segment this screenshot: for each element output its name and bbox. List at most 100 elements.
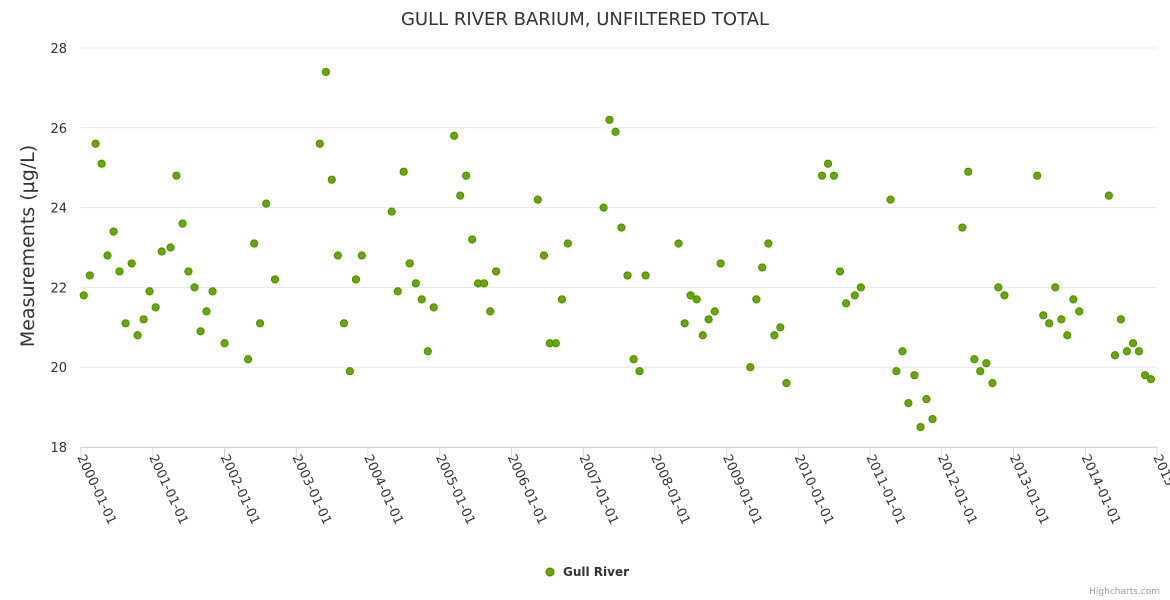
data-point[interactable] [1039,311,1048,320]
data-point[interactable] [752,295,761,304]
data-point[interactable] [166,243,175,252]
data-point[interactable] [184,267,193,276]
data-point[interactable] [557,295,567,304]
data-point[interactable] [190,283,199,292]
data-point[interactable] [262,199,271,208]
data-point[interactable] [462,171,471,180]
data-point[interactable] [994,283,1003,292]
data-point[interactable] [109,227,118,236]
data-point[interactable] [133,331,142,340]
data-point[interactable] [823,159,833,168]
data-point[interactable] [480,279,489,288]
data-point[interactable] [357,251,366,260]
data-point[interactable] [641,271,650,280]
data-point[interactable] [97,159,106,168]
data-point[interactable] [456,191,465,200]
data-point[interactable] [327,175,336,184]
data-point[interactable] [1116,315,1125,324]
data-point[interactable] [1051,283,1060,292]
data-point[interactable] [988,379,997,388]
data-point[interactable] [710,307,719,316]
data-point[interactable] [922,395,931,404]
data-point[interactable] [829,171,839,180]
data-point[interactable] [1104,191,1113,200]
data-point[interactable] [898,347,907,356]
data-point[interactable] [1075,307,1084,316]
data-point[interactable] [492,267,501,276]
data-point[interactable] [850,291,859,300]
data-point[interactable] [674,239,683,248]
data-point[interactable] [964,167,973,176]
data-point[interactable] [617,223,626,232]
data-point[interactable] [1045,319,1054,328]
credits-link[interactable]: Highcharts.com [1089,587,1160,597]
data-point[interactable] [629,355,638,364]
data-point[interactable] [746,363,755,372]
data-point[interactable] [256,319,265,328]
data-point[interactable] [605,115,614,124]
data-point[interactable] [1069,295,1078,304]
data-point[interactable] [1057,315,1066,324]
data-point[interactable] [856,283,865,292]
data-point[interactable] [423,347,432,356]
data-point[interactable] [976,367,985,376]
data-point[interactable] [103,251,112,260]
data-point[interactable] [79,291,88,300]
data-point[interactable] [250,239,259,248]
data-point[interactable] [393,287,402,296]
data-point[interactable] [551,339,560,348]
data-point[interactable] [121,319,130,328]
data-point[interactable] [244,355,253,364]
data-point[interactable] [1063,331,1072,340]
data-point[interactable] [958,223,967,232]
data-point[interactable] [139,315,148,324]
data-point[interactable] [886,195,895,204]
data-point[interactable] [339,319,349,328]
data-point[interactable] [411,279,420,288]
data-point[interactable] [599,203,608,212]
data-point[interactable] [345,367,354,376]
data-point[interactable] [157,247,166,256]
data-point[interactable] [399,167,408,176]
data-point[interactable] [85,271,94,280]
data-point[interactable] [835,267,845,276]
data-point[interactable] [1128,339,1138,348]
legend-item-gull-river[interactable]: Gull River [563,565,629,579]
data-point[interactable] [928,414,937,424]
data-point[interactable] [115,267,124,276]
data-point[interactable] [916,422,925,432]
data-point[interactable] [1000,291,1009,300]
data-point[interactable] [892,367,901,376]
data-point[interactable] [315,139,324,148]
data-point[interactable] [533,195,542,204]
data-point[interactable] [764,239,773,248]
data-point[interactable] [468,235,477,244]
data-point[interactable] [970,355,979,364]
data-point[interactable] [698,331,707,340]
legend[interactable]: Gull River [545,565,629,579]
data-point[interactable] [417,295,426,304]
data-point[interactable] [686,291,695,300]
data-point[interactable] [1110,351,1120,360]
data-point[interactable] [196,327,205,336]
data-point[interactable] [692,295,701,304]
data-point[interactable] [405,259,414,268]
data-point[interactable] [450,131,459,140]
data-point[interactable] [776,323,785,332]
data-point[interactable] [563,239,572,248]
data-point[interactable] [127,259,136,268]
data-point[interactable] [202,307,211,316]
data-point[interactable] [1146,375,1156,384]
data-point[interactable] [635,367,644,376]
data-point[interactable] [817,171,827,180]
data-point[interactable] [982,359,991,368]
data-point[interactable] [1122,347,1132,356]
data-point[interactable] [151,303,160,312]
data-point[interactable] [716,259,725,268]
data-point[interactable] [91,139,100,148]
data-point[interactable] [1134,347,1144,356]
data-point[interactable] [680,319,689,328]
data-point[interactable] [486,307,495,316]
data-point[interactable] [704,315,713,324]
data-point[interactable] [611,127,620,136]
